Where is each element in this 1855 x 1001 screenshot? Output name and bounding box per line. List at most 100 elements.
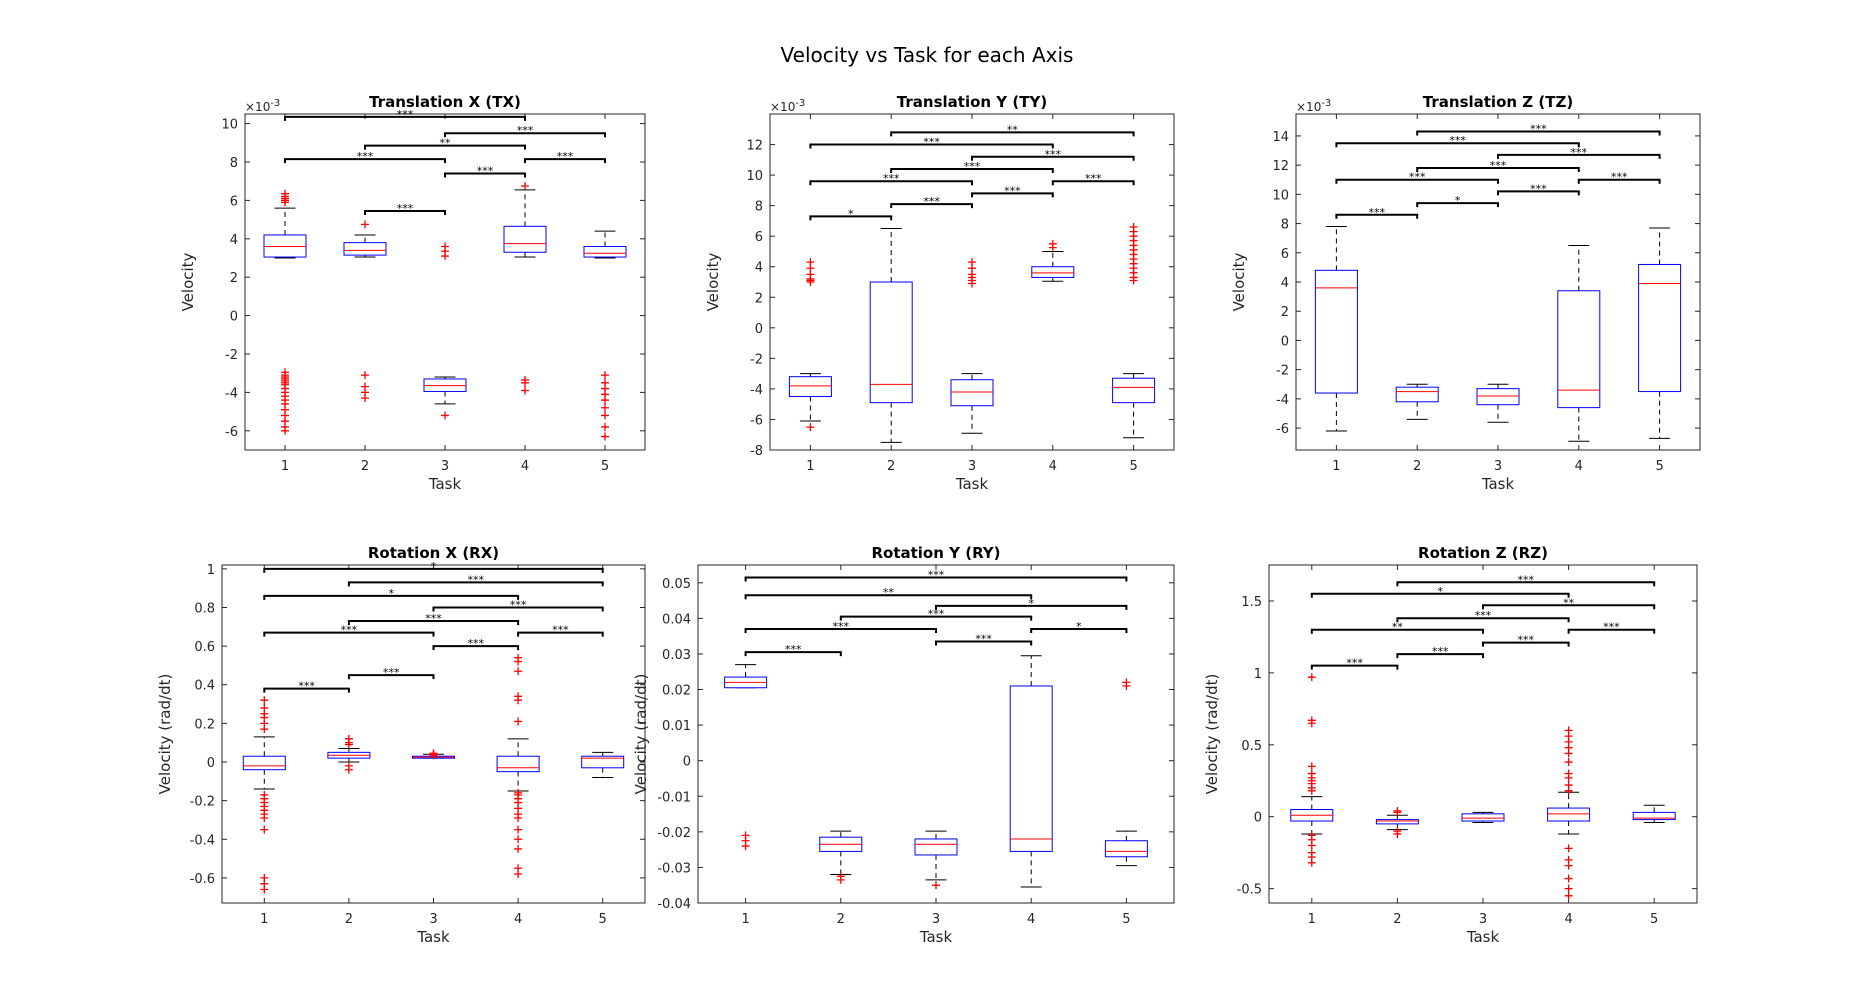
axis-exponent: ×10-3 (1296, 98, 1331, 114)
significance-label: *** (1004, 184, 1021, 197)
significance-bracket (809, 143, 1054, 149)
outlier-marker (1564, 758, 1573, 767)
outlier-marker (260, 885, 269, 894)
x-axis-label: Task (919, 928, 953, 946)
significance-bracket (1310, 628, 1484, 634)
outlier-marker (260, 725, 269, 734)
y-tick-label: 2 (1281, 305, 1289, 320)
outlier-marker (601, 396, 609, 405)
significance-bracket (284, 158, 446, 164)
outlier-marker (806, 423, 815, 432)
y-tick-label: 8 (1281, 218, 1289, 233)
outlier-marker (806, 278, 815, 286)
significance-label: *** (928, 608, 945, 621)
y-tick-label: -6 (1276, 422, 1289, 437)
significance-bracket (890, 203, 973, 209)
y-tick-label: -6 (225, 425, 238, 440)
significance-bracket (347, 620, 520, 626)
y-tick-label: -8 (750, 444, 763, 459)
y-tick-label: -6 (750, 413, 763, 428)
significance-label: *** (477, 165, 494, 178)
x-tick-label: 5 (1122, 912, 1130, 927)
significance-label: *** (383, 666, 400, 679)
significance-label: * (388, 587, 394, 600)
outlier-marker (514, 696, 523, 705)
outlier-marker (260, 825, 269, 834)
outlier-marker (1564, 844, 1573, 853)
outlier-marker (514, 825, 523, 834)
y-tick-label: 10 (221, 118, 238, 133)
outlier-marker (1564, 861, 1573, 870)
box (583, 245, 627, 258)
outlier-marker (601, 432, 609, 441)
significance-label: * (1076, 620, 1082, 633)
significance-bracket (347, 581, 604, 587)
box (581, 755, 625, 769)
box (1476, 388, 1520, 406)
y-tick-label: 0 (755, 322, 763, 337)
y-tick-label: 2 (230, 271, 238, 286)
significance-label: *** (468, 637, 485, 650)
x-axis-label: Task (428, 475, 462, 493)
y-tick-label: 0.04 (662, 612, 691, 627)
outlier-marker (429, 751, 438, 760)
significance-bracket (347, 674, 435, 680)
significance-label: *** (357, 150, 374, 163)
significance-label: ** (1007, 123, 1019, 136)
significance-bracket (1030, 628, 1128, 634)
y-tick-label: -0.01 (657, 790, 691, 805)
outlier-marker (521, 378, 529, 387)
significance-bracket (1310, 592, 1570, 598)
y-tick-label: -0.02 (657, 826, 691, 841)
y-tick-label: -2 (225, 348, 238, 363)
significance-label: *** (1449, 134, 1466, 147)
significance-label: *** (975, 632, 992, 645)
outlier-marker (521, 386, 529, 395)
axis-exponent: ×10-3 (245, 98, 280, 114)
x-tick-label: 3 (968, 459, 976, 474)
significance-bracket (1335, 178, 1499, 184)
axis-exponent: ×10-3 (770, 98, 805, 114)
significance-label: *** (298, 680, 315, 693)
x-tick-label: 5 (1655, 459, 1663, 474)
significance-label: *** (1432, 645, 1449, 658)
outlier-marker (514, 657, 523, 666)
significance-bracket (890, 167, 1054, 173)
significance-label: *** (1603, 621, 1620, 634)
outlier-marker (361, 371, 369, 380)
box (914, 838, 958, 856)
significance-bracket (1497, 153, 1661, 159)
x-tick-label: 4 (1049, 459, 1057, 474)
box (788, 376, 832, 398)
significance-label: *** (923, 136, 940, 149)
outlier-marker (1307, 673, 1316, 682)
box (1632, 811, 1676, 821)
box (242, 755, 286, 771)
significance-label: * (848, 207, 854, 220)
significance-bracket (971, 192, 1054, 198)
y-tick-label: 1 (1254, 667, 1262, 682)
y-tick-label: -0.04 (657, 897, 691, 912)
outlier-marker (1307, 841, 1316, 850)
x-tick-label: 4 (514, 912, 522, 927)
y-tick-label: 0.8 (194, 601, 215, 616)
chart-panel: -0.5 0 0.5 1 1.5 1 2 3 4 5 Rotation Z (RZ) Task Velo… (1203, 544, 1698, 946)
y-tick-label: -4 (1276, 393, 1289, 408)
significance-bracket (744, 651, 842, 657)
y-tick-label: 8 (230, 156, 238, 171)
y-tick-label: 12 (746, 139, 763, 154)
significance-bracket (1335, 142, 1580, 148)
y-tick-label: 0 (230, 310, 238, 325)
box (1638, 263, 1682, 393)
x-tick-label: 3 (429, 912, 437, 927)
y-tick-label: -2 (750, 352, 763, 367)
x-axis-label: Task (1481, 475, 1515, 493)
significance-bracket (524, 158, 606, 164)
significance-label: *** (468, 573, 485, 586)
significance-label: * (1437, 585, 1443, 598)
significance-label: *** (1085, 172, 1102, 185)
y-tick-label: 0.01 (662, 719, 691, 734)
significance-bracket (1567, 628, 1656, 634)
y-axis-label: Velocity (1230, 252, 1248, 311)
significance-label: *** (1518, 634, 1535, 647)
